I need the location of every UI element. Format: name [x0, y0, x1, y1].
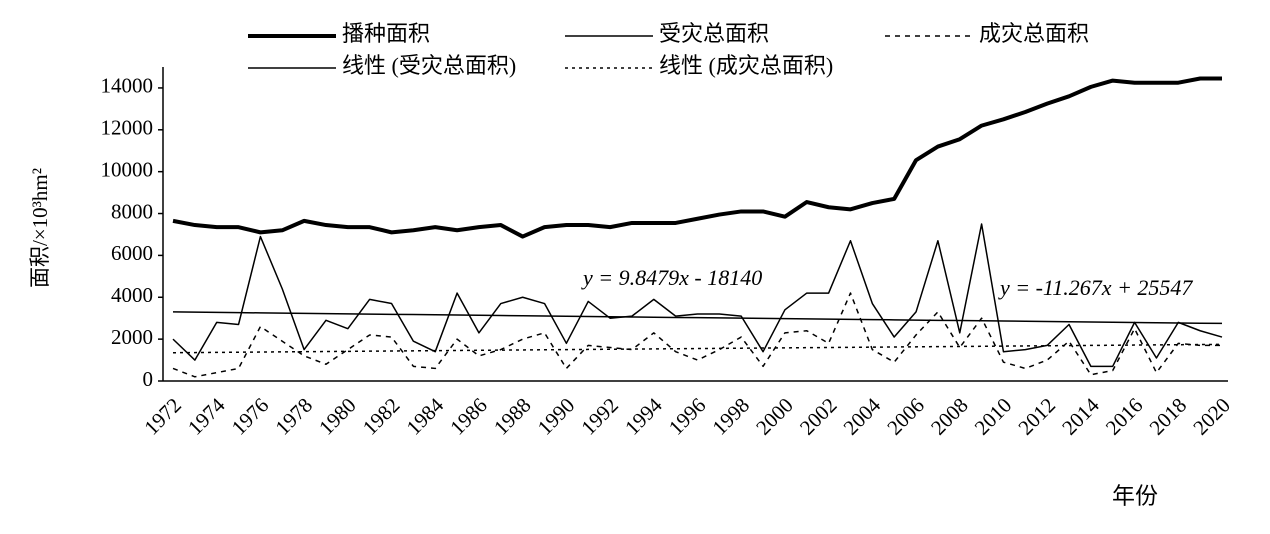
- x-tick-label: 2018: [1145, 393, 1192, 440]
- x-tick-label: 2004: [839, 393, 886, 440]
- x-tick-label: 2000: [751, 393, 798, 440]
- x-tick-label: 1982: [358, 393, 405, 440]
- data-line: [172, 223, 1223, 368]
- y-tick-label: 0: [143, 367, 154, 391]
- x-tick-label: 2016: [1101, 393, 1148, 440]
- x-tick-label: 1986: [445, 393, 492, 440]
- x-tick-label: 1980: [314, 393, 361, 440]
- x-tick-label: 1994: [620, 393, 667, 440]
- x-tick-label: 2002: [795, 393, 842, 440]
- x-tick-label: 1972: [139, 393, 186, 440]
- y-axis-title: 面积/×10³hm²: [28, 168, 52, 288]
- y-tick-label: 4000: [111, 283, 153, 307]
- y-tick-label: 14000: [101, 74, 154, 98]
- x-tick-label: 1998: [707, 393, 754, 440]
- annotation: y = -11.267x + 25547: [998, 275, 1193, 300]
- y-tick-label: 12000: [101, 116, 154, 140]
- x-tick-label: 1990: [533, 393, 580, 440]
- legend-label: 线性 (成灾总面积): [659, 53, 833, 78]
- x-tick-label: 2006: [882, 393, 929, 440]
- x-tick-label: 1974: [183, 393, 230, 440]
- x-tick-label: 2014: [1057, 393, 1104, 440]
- y-tick-label: 8000: [111, 199, 153, 223]
- x-tick-label: 1992: [576, 393, 623, 440]
- x-tick-label: 1988: [489, 393, 536, 440]
- y-tick-label: 6000: [111, 241, 153, 265]
- data-line: [172, 76, 1222, 239]
- x-tick-label: 1996: [664, 393, 711, 440]
- x-axis-title: 年份: [1112, 483, 1158, 508]
- x-tick-label: 2020: [1188, 393, 1235, 440]
- y-tick-label: 2000: [111, 325, 153, 349]
- legend-label: 播种面积: [342, 21, 430, 46]
- legend-label: 成灾总面积: [979, 21, 1089, 46]
- data-line: [172, 311, 1223, 325]
- x-tick-label: 2008: [926, 393, 973, 440]
- x-tick-label: 1984: [402, 393, 449, 440]
- data-line: [172, 343, 1223, 354]
- x-tick-label: 2010: [970, 393, 1017, 440]
- x-tick-label: 1978: [270, 393, 317, 440]
- annotation: y = 9.8479x - 18140: [581, 265, 762, 290]
- data-line: [172, 292, 1222, 378]
- legend-label: 受灾总面积: [659, 21, 769, 46]
- y-tick-label: 10000: [101, 157, 154, 181]
- x-tick-label: 2012: [1013, 393, 1060, 440]
- legend-label: 线性 (受灾总面积): [342, 53, 516, 78]
- x-tick-label: 1976: [227, 393, 274, 440]
